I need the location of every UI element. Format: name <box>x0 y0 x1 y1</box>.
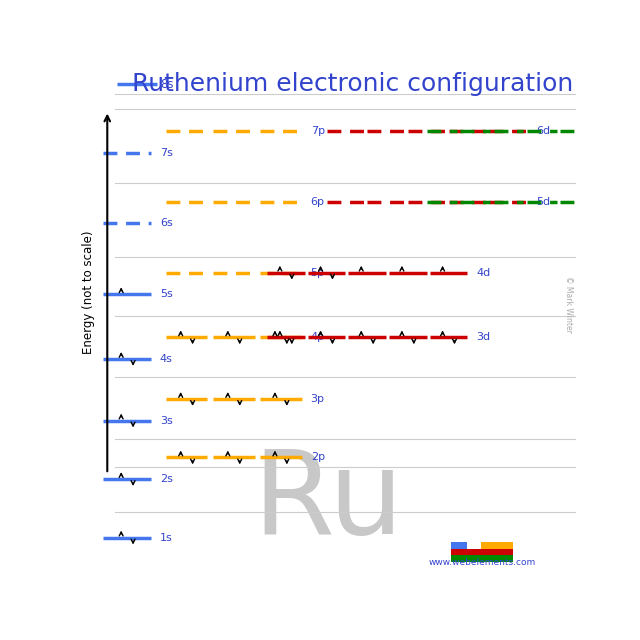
Text: Energy (not to scale): Energy (not to scale) <box>83 230 95 354</box>
Text: © Mark Winter: © Mark Winter <box>564 276 573 333</box>
Text: 2p: 2p <box>310 452 324 463</box>
Text: 6s: 6s <box>160 218 173 228</box>
Bar <box>451 543 467 548</box>
Text: 5d: 5d <box>536 197 550 207</box>
Text: 3p: 3p <box>310 394 324 404</box>
Bar <box>451 549 513 555</box>
Text: 5p: 5p <box>310 268 324 278</box>
Text: 7p: 7p <box>310 126 324 136</box>
Text: 3d: 3d <box>476 332 490 342</box>
Text: www.webelements.com: www.webelements.com <box>428 558 536 567</box>
Text: Ru: Ru <box>252 444 404 559</box>
Text: 1s: 1s <box>160 532 173 543</box>
Bar <box>451 556 513 561</box>
Bar <box>481 543 513 548</box>
Text: 4s: 4s <box>160 354 173 364</box>
Text: 5s: 5s <box>160 289 173 300</box>
Text: 3s: 3s <box>160 415 173 426</box>
Text: 8s: 8s <box>161 77 174 91</box>
Text: 6d: 6d <box>536 126 550 136</box>
Text: 4p: 4p <box>310 332 324 342</box>
Text: 6p: 6p <box>310 197 324 207</box>
Text: 2s: 2s <box>160 474 173 484</box>
Text: 4d: 4d <box>476 268 490 278</box>
Text: Ruthenium electronic configuration: Ruthenium electronic configuration <box>132 72 573 96</box>
Text: 7s: 7s <box>160 148 173 157</box>
